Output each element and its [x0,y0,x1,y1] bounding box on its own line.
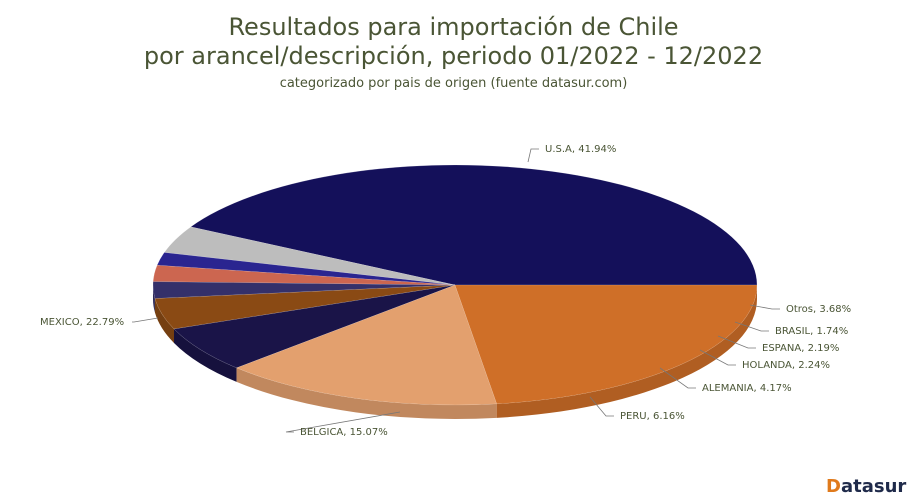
leader-line [717,335,756,349]
chart-title-line2: por arancel/descripción, periodo 01/2022… [143,42,764,70]
pie-slice-holanda[interactable] [152,281,456,299]
slice-label: Otros, 3.68% [786,304,851,315]
pie-side-belgica [236,367,497,419]
slice-label: ESPANA, 2.19% [762,343,839,354]
leader-line [132,317,159,323]
leader-line [589,396,614,417]
slice-label: ALEMANIA, 4.17% [702,383,792,394]
pie-side-peru [174,328,237,382]
slice-label: U.S.A, 41.94% [545,144,616,155]
pie-slice-otros[interactable] [163,226,456,286]
leader-line [699,349,736,366]
chart-title-line1: Resultados para importación de Chile [228,13,679,41]
pie-slice-usa[interactable] [190,164,758,286]
pie-sides [153,285,757,419]
leader-line [749,304,780,310]
pie-side-alemania [154,298,175,343]
leader-line [527,148,539,163]
pie-tops [152,164,758,406]
slice-label: MEXICO, 22.79% [40,317,124,328]
pie-slice-alemania[interactable] [154,284,456,330]
leader-line [659,367,696,389]
pie-slice-brasil[interactable] [156,252,456,286]
pie-slice-belgica[interactable] [235,284,498,406]
datasur-logo: Datasur [826,476,907,497]
leader-line [285,411,401,433]
chart-subtitle: categorizado por pais de origen (fuente … [279,76,628,91]
pie-slice-peru[interactable] [173,284,456,369]
slice-label: PERU, 6.16% [620,411,685,422]
pie-slice-mexico[interactable] [454,284,758,405]
slice-label: HOLANDA, 2.24% [742,360,830,371]
slice-label: BELGICA, 15.07% [300,427,388,438]
pie-labels: U.S.A, 41.94% Otros, 3.68% BRASIL, 1.74% ES… [40,144,851,438]
slice-label: BRASIL, 1.74% [775,326,848,337]
pie-side-mexico [496,285,757,418]
leader-line [734,321,769,332]
pie-side-holanda [153,285,155,313]
pie-slice-espana[interactable] [152,264,456,286]
